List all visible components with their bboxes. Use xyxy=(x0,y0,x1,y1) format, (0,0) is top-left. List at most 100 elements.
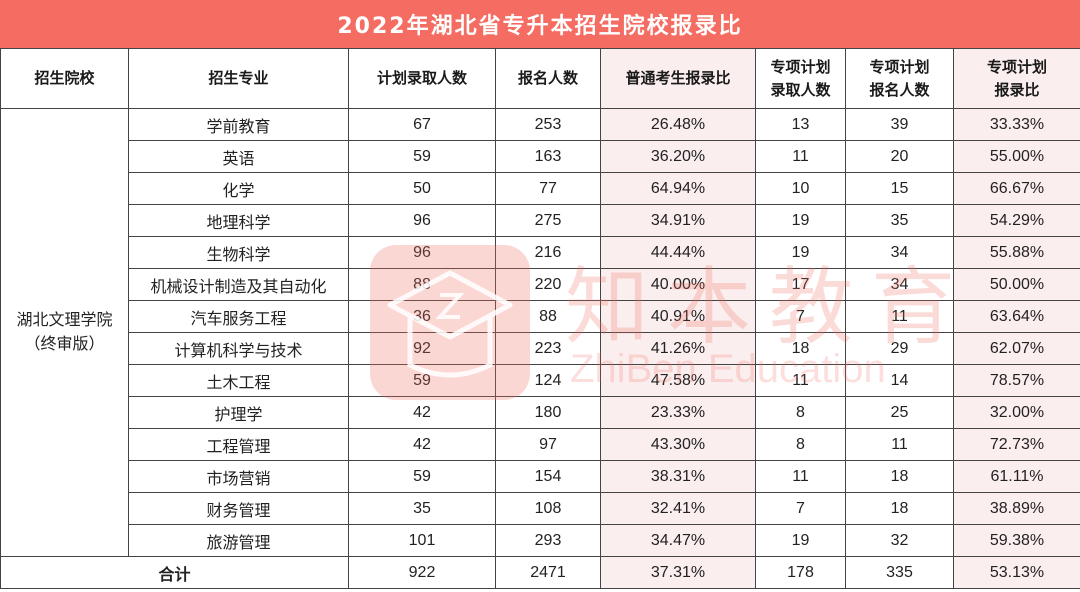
cell-special-plan: 11 xyxy=(755,140,846,173)
cell-ratio: 43.30% xyxy=(600,428,756,461)
admission-ratio-table: 招生院校 招生专业 计划录取人数 报名人数 普通考生报录比 专项计划 录取人数 专… xyxy=(0,48,1080,589)
table-row: 化学 50 77 64.94% 10 15 66.67% xyxy=(1,172,1080,205)
cell-special-ratio: 54.29% xyxy=(953,204,1080,237)
cell-ratio: 32.41% xyxy=(600,492,756,525)
cell-special-ratio: 78.57% xyxy=(953,364,1080,397)
cell-applicants: 154 xyxy=(495,460,601,493)
cell-plan: 59 xyxy=(348,364,496,397)
cell-special-ratio: 59.38% xyxy=(953,524,1080,557)
cell-major: 工程管理 xyxy=(128,428,349,461)
cell-special-plan: 8 xyxy=(755,428,846,461)
total-special-plan: 178 xyxy=(755,556,846,589)
school-note: （终审版） xyxy=(24,335,105,353)
cell-major: 生物科学 xyxy=(128,236,349,269)
cell-special-applicants: 34 xyxy=(845,268,954,301)
table-row: 汽车服务工程 36 88 40.91% 7 11 63.64% xyxy=(1,300,1080,333)
cell-applicants: 108 xyxy=(495,492,601,525)
cell-plan: 96 xyxy=(348,236,496,269)
cell-special-ratio: 72.73% xyxy=(953,428,1080,461)
cell-applicants: 223 xyxy=(495,332,601,365)
cell-special-plan: 13 xyxy=(755,108,846,141)
header-major: 招生专业 xyxy=(128,48,349,109)
cell-special-ratio: 61.11% xyxy=(953,460,1080,493)
cell-special-plan: 8 xyxy=(755,396,846,429)
cell-ratio: 41.26% xyxy=(600,332,756,365)
school-cell: 湖北文理学院 （终审版） xyxy=(0,108,129,557)
table-row: 护理学 42 180 23.33% 8 25 32.00% xyxy=(1,396,1080,429)
cell-plan: 42 xyxy=(348,428,496,461)
cell-special-plan: 11 xyxy=(755,460,846,493)
cell-special-applicants: 35 xyxy=(845,204,954,237)
cell-plan: 50 xyxy=(348,172,496,205)
cell-applicants: 180 xyxy=(495,396,601,429)
cell-plan: 101 xyxy=(348,524,496,557)
table-row: 生物科学 96 216 44.44% 19 34 55.88% xyxy=(1,236,1080,269)
cell-special-plan: 19 xyxy=(755,204,846,237)
header-special-plan-line1: 专项计划 xyxy=(770,57,831,76)
cell-major: 财务管理 xyxy=(128,492,349,525)
cell-special-applicants: 18 xyxy=(845,460,954,493)
cell-special-plan: 19 xyxy=(755,524,846,557)
header-special-app-line2: 报名人数 xyxy=(869,80,930,99)
cell-special-applicants: 20 xyxy=(845,140,954,173)
cell-plan: 35 xyxy=(348,492,496,525)
cell-applicants: 88 xyxy=(495,300,601,333)
cell-applicants: 77 xyxy=(495,172,601,205)
cell-special-plan: 7 xyxy=(755,300,846,333)
cell-major: 机械设计制造及其自动化 xyxy=(128,268,349,301)
cell-special-plan: 11 xyxy=(755,364,846,397)
cell-applicants: 275 xyxy=(495,204,601,237)
cell-special-ratio: 63.64% xyxy=(953,300,1080,333)
cell-plan: 42 xyxy=(348,396,496,429)
cell-applicants: 97 xyxy=(495,428,601,461)
cell-ratio: 23.33% xyxy=(600,396,756,429)
cell-special-plan: 7 xyxy=(755,492,846,525)
cell-ratio: 64.94% xyxy=(600,172,756,205)
header-special-ratio: 专项计划 报录比 xyxy=(953,48,1080,109)
cell-special-ratio: 62.07% xyxy=(953,332,1080,365)
table-row: 地理科学 96 275 34.91% 19 35 54.29% xyxy=(1,204,1080,237)
cell-major: 旅游管理 xyxy=(128,524,349,557)
table-row: 财务管理 35 108 32.41% 7 18 38.89% xyxy=(1,492,1080,525)
cell-ratio: 34.47% xyxy=(600,524,756,557)
cell-ratio: 40.00% xyxy=(600,268,756,301)
cell-plan: 88 xyxy=(348,268,496,301)
total-plan: 922 xyxy=(348,556,496,589)
table-row: 机械设计制造及其自动化 88 220 40.00% 17 34 50.00% xyxy=(1,268,1080,301)
header-special-plan: 专项计划 录取人数 xyxy=(755,48,846,109)
cell-special-applicants: 18 xyxy=(845,492,954,525)
header-special-ratio-line1: 专项计划 xyxy=(986,57,1047,76)
cell-major: 护理学 xyxy=(128,396,349,429)
total-special-applicants: 335 xyxy=(845,556,954,589)
table-row: 市场营销 59 154 38.31% 11 18 61.11% xyxy=(1,460,1080,493)
cell-major: 学前教育 xyxy=(128,108,349,141)
cell-applicants: 293 xyxy=(495,524,601,557)
cell-applicants: 124 xyxy=(495,364,601,397)
table-row: 工程管理 42 97 43.30% 8 11 72.73% xyxy=(1,428,1080,461)
cell-plan: 59 xyxy=(348,140,496,173)
table-title: 2022年湖北省专升本招生院校报录比 xyxy=(0,0,1080,49)
cell-special-applicants: 29 xyxy=(845,332,954,365)
header-school: 招生院校 xyxy=(0,48,129,109)
school-name: 湖北文理学院 xyxy=(16,311,113,329)
cell-ratio: 38.31% xyxy=(600,460,756,493)
cell-plan: 36 xyxy=(348,300,496,333)
cell-ratio: 26.48% xyxy=(600,108,756,141)
cell-ratio: 44.44% xyxy=(600,236,756,269)
total-ratio: 37.31% xyxy=(600,556,756,589)
cell-major: 汽车服务工程 xyxy=(128,300,349,333)
cell-major: 地理科学 xyxy=(128,204,349,237)
cell-ratio: 36.20% xyxy=(600,140,756,173)
cell-major: 市场营销 xyxy=(128,460,349,493)
total-label: 合计 xyxy=(0,556,349,589)
cell-plan: 96 xyxy=(348,204,496,237)
cell-applicants: 253 xyxy=(495,108,601,141)
cell-special-applicants: 11 xyxy=(845,428,954,461)
total-special-ratio: 53.13% xyxy=(953,556,1080,589)
cell-special-ratio: 33.33% xyxy=(953,108,1080,141)
header-special-app-line1: 专项计划 xyxy=(869,57,930,76)
cell-plan: 59 xyxy=(348,460,496,493)
cell-special-applicants: 25 xyxy=(845,396,954,429)
cell-special-applicants: 11 xyxy=(845,300,954,333)
total-row: 合计 922 2471 37.31% 178 335 53.13% xyxy=(0,556,1080,589)
